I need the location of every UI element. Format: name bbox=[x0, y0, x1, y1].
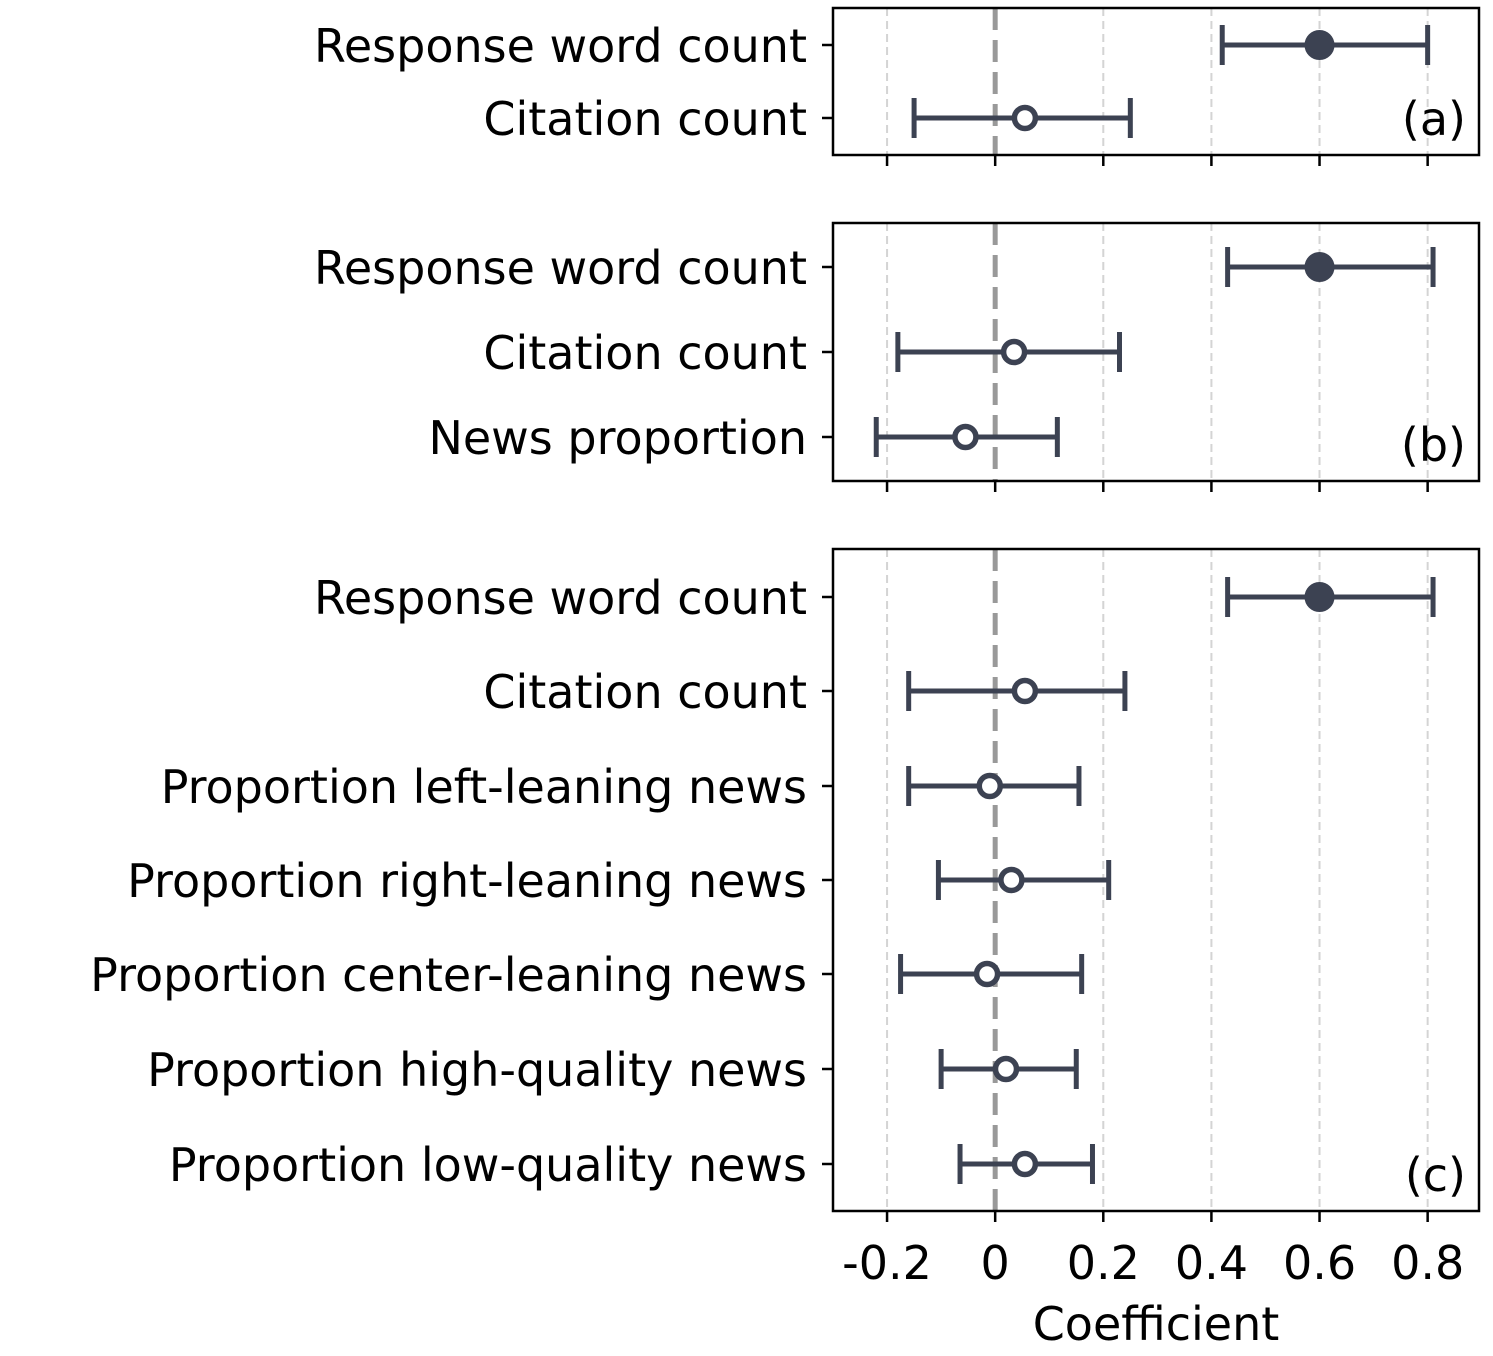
row-label: Response word count bbox=[314, 241, 807, 295]
estimate-point-hollow bbox=[998, 866, 1025, 894]
x-tick-label: 0.4 bbox=[1175, 1236, 1248, 1290]
panel-a: Response word count Citation count (a) bbox=[314, 6, 1481, 166]
row-label: Response word count bbox=[314, 19, 807, 73]
estimate-point-hollow bbox=[973, 960, 1001, 988]
x-axis-label: Coefficient bbox=[1033, 1297, 1280, 1351]
estimate-point-hollow bbox=[1011, 677, 1039, 705]
x-axis: -0.2 0 0.2 0.4 0.6 0.8 bbox=[842, 1236, 1464, 1290]
panel-tag: (a) bbox=[1402, 92, 1466, 146]
panel-frame bbox=[831, 6, 1481, 157]
estimate-point-hollow bbox=[992, 1055, 1020, 1083]
estimate-point-filled bbox=[1304, 582, 1335, 612]
x-tick-label: 0 bbox=[981, 1236, 1010, 1290]
row-label: Citation count bbox=[483, 665, 807, 719]
panel-tag: (c) bbox=[1405, 1148, 1466, 1202]
row-label: Proportion low-quality news bbox=[169, 1138, 807, 1192]
row-label: News proportion bbox=[428, 411, 807, 465]
row-label: Proportion left-leaning news bbox=[161, 760, 807, 814]
panel-frame bbox=[831, 547, 1481, 1213]
x-tick-label: 0.6 bbox=[1283, 1236, 1356, 1290]
estimate-point-hollow bbox=[1011, 1150, 1039, 1178]
row-label: Citation count bbox=[483, 326, 807, 380]
row-label: Proportion right-leaning news bbox=[127, 854, 807, 908]
row-label: Proportion high-quality news bbox=[147, 1043, 807, 1097]
estimate-point-filled bbox=[1304, 30, 1335, 60]
estimate-point-hollow bbox=[952, 423, 979, 451]
estimate-point-hollow bbox=[1000, 338, 1028, 366]
panel-b: Response word count Citation count News pr… bbox=[314, 221, 1481, 492]
x-tick-label: -0.2 bbox=[842, 1236, 932, 1290]
panel-c: Response word count Citation count Proport… bbox=[90, 547, 1481, 1222]
x-tick-label: 0.8 bbox=[1391, 1236, 1464, 1290]
estimate-point-hollow bbox=[1011, 104, 1039, 132]
panel-tag: (b) bbox=[1401, 418, 1466, 472]
row-label: Response word count bbox=[314, 571, 807, 625]
estimate-point-filled bbox=[1304, 252, 1335, 282]
row-label: Proportion center-leaning news bbox=[90, 948, 807, 1002]
row-label: Citation count bbox=[483, 92, 807, 146]
x-tick-label: 0.2 bbox=[1067, 1236, 1140, 1290]
estimate-point-hollow bbox=[976, 772, 1004, 800]
